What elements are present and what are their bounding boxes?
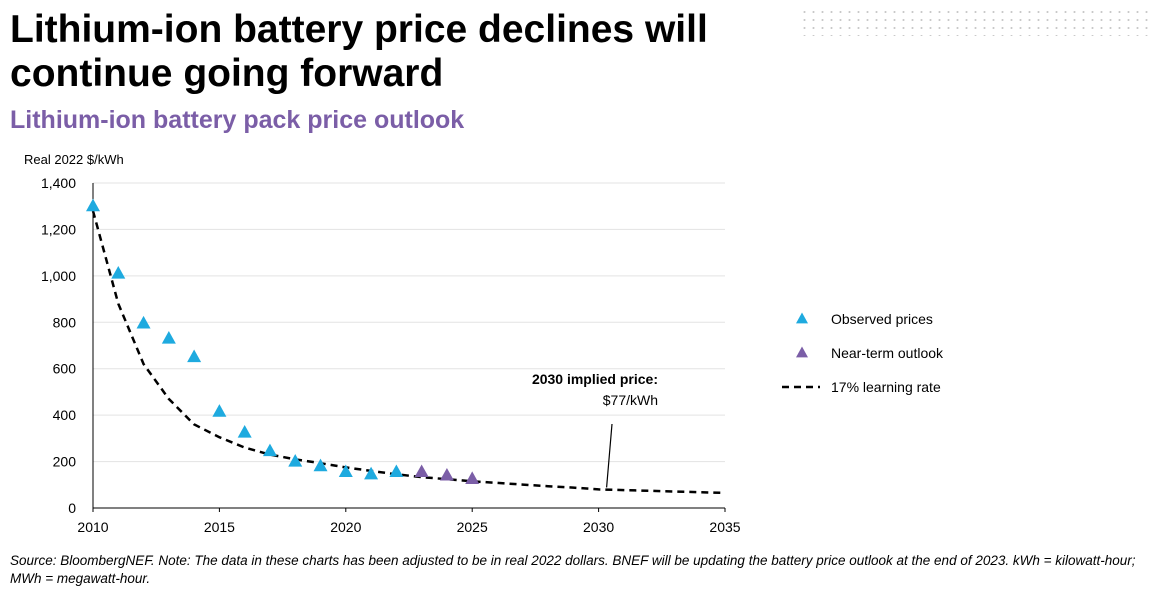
x-tick-label: 2015 [204, 519, 235, 535]
marker-observed-prices [86, 198, 100, 212]
axes [92, 183, 725, 509]
grid-lines [93, 182, 725, 463]
marker-observed-prices [136, 315, 151, 329]
annotation-label-value: $77/kWh [603, 392, 658, 408]
y-tick-label: 1,000 [41, 268, 76, 284]
x-tick-labels: 2010 2015 2020 2025 2030 2035 [77, 508, 741, 535]
legend: Observed prices Near-term outlook 17% lear… [782, 311, 944, 395]
marker-observed-prices [187, 349, 202, 363]
chart-subtitle: Lithium-ion battery pack price outlook [10, 106, 465, 134]
marker-observed-prices [389, 464, 404, 478]
series-lines [91, 210, 726, 495]
y-axis-label: Real 2022 $/kWh [24, 152, 124, 167]
y-tick-label: 800 [53, 314, 77, 330]
source-note: Source: BloombergNEF. Note: The data in … [10, 553, 1136, 586]
learning-rate-curve [91, 210, 726, 495]
x-tick-label: 2030 [583, 519, 614, 535]
annotation: 2030 implied price: $77/kWh [532, 371, 658, 488]
annotation-label-bold: 2030 implied price: [532, 371, 658, 387]
y-tick-label: 400 [53, 407, 77, 423]
y-tick-labels: 0 200 400 600 800 1,000 1,200 1,400 [41, 175, 76, 516]
annotation-pointer [606, 423, 613, 488]
battery-price-chart: Real 2022 $/kWh 0 200 400 600 800 1,000 1,200 1… [24, 152, 944, 535]
page-title: Lithium-ion battery price declines will … [10, 8, 708, 95]
marker-observed-prices [262, 443, 277, 457]
x-tick-label: 2035 [709, 519, 740, 535]
legend-label: Observed prices [831, 311, 933, 327]
y-tick-label: 1,200 [41, 221, 76, 237]
x-tick-label: 2010 [77, 519, 108, 535]
y-tick-label: 0 [68, 500, 76, 516]
legend-label: Near-term outlook [831, 345, 944, 361]
y-tick-label: 200 [53, 454, 77, 470]
x-tick-label: 2025 [457, 519, 488, 535]
legend-swatch-triangle [796, 312, 808, 324]
marker-observed-prices [161, 330, 176, 344]
legend-swatch-triangle [796, 346, 808, 358]
decorative-dot-pattern [800, 8, 1150, 36]
marker-observed-prices [364, 466, 379, 480]
series-markers [86, 198, 480, 485]
marker-observed-prices [237, 424, 252, 438]
marker-observed-prices [288, 454, 303, 467]
legend-label: 17% learning rate [831, 379, 941, 395]
marker-near-term-outlook [414, 464, 429, 478]
marker-observed-prices [338, 464, 353, 478]
marker-observed-prices [111, 265, 126, 279]
marker-observed-prices [313, 458, 328, 472]
x-tick-label: 2020 [330, 519, 361, 535]
y-tick-label: 1,400 [41, 175, 76, 191]
marker-near-term-outlook [439, 467, 454, 481]
marker-observed-prices [212, 404, 227, 417]
y-tick-label: 600 [53, 361, 77, 377]
marker-near-term-outlook [465, 471, 480, 485]
